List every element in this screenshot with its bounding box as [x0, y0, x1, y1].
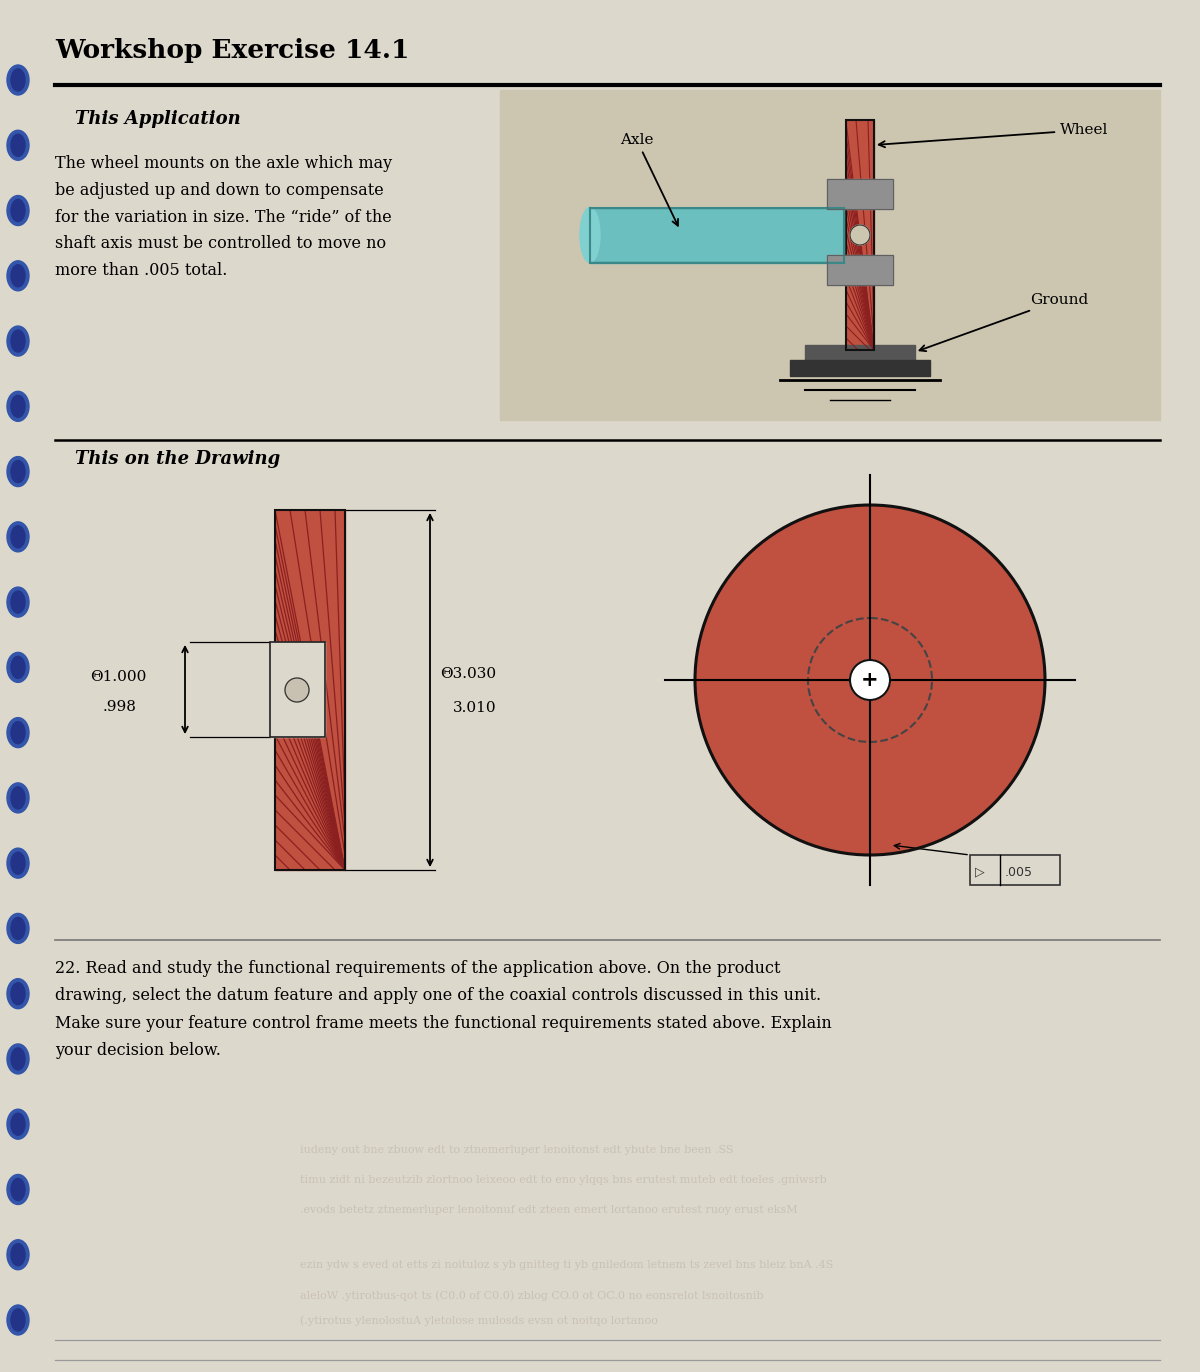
Text: iudeny out bne zbuow edt to ztnemerluper lenoitonst edt ybute bne been .SS: iudeny out bne zbuow edt to ztnemerluper… — [300, 1146, 733, 1155]
Bar — [590, 209, 844, 263]
Ellipse shape — [11, 1113, 25, 1135]
Ellipse shape — [580, 207, 600, 262]
Bar — [846, 119, 874, 350]
Text: .evods betetz ztnemerluper lenoitonuf edt zteen emert lortanoo erutest ruoy erus: .evods betetz ztnemerluper lenoitonuf ed… — [300, 1205, 798, 1216]
Ellipse shape — [7, 1109, 29, 1139]
Text: aleloW .ytirotbus-qot ts (C0.0 of C0.0) zblog CO.0 ot OC.0 no eonsrelot lsnoitos: aleloW .ytirotbus-qot ts (C0.0 of C0.0) … — [300, 1290, 763, 1301]
Ellipse shape — [11, 722, 25, 744]
Ellipse shape — [11, 1179, 25, 1200]
Ellipse shape — [11, 395, 25, 417]
Ellipse shape — [7, 914, 29, 944]
Bar — [846, 119, 874, 350]
Text: Ground: Ground — [919, 294, 1088, 351]
Ellipse shape — [7, 1044, 29, 1074]
Ellipse shape — [7, 718, 29, 748]
Circle shape — [286, 678, 310, 702]
Text: .998: .998 — [103, 700, 137, 713]
Ellipse shape — [11, 852, 25, 874]
Ellipse shape — [11, 134, 25, 156]
Ellipse shape — [11, 525, 25, 547]
Bar — [270, 642, 325, 737]
Ellipse shape — [11, 982, 25, 1004]
Text: This on the Drawing: This on the Drawing — [74, 450, 281, 468]
Ellipse shape — [11, 69, 25, 91]
Ellipse shape — [7, 391, 29, 421]
Text: timu zidt ni bezeutzib zlortnoo leixeoo edt to eno ylqqs bns erutest muteb edt t: timu zidt ni bezeutzib zlortnoo leixeoo … — [300, 1174, 827, 1185]
Ellipse shape — [7, 1240, 29, 1269]
Bar — [270, 642, 325, 737]
Ellipse shape — [11, 656, 25, 678]
Ellipse shape — [7, 64, 29, 95]
Ellipse shape — [11, 461, 25, 483]
Circle shape — [850, 660, 890, 700]
Ellipse shape — [7, 978, 29, 1008]
Bar — [827, 255, 893, 285]
Bar — [827, 178, 893, 209]
Circle shape — [850, 225, 870, 246]
Text: Θ1.000: Θ1.000 — [90, 670, 146, 685]
Bar — [827, 178, 893, 209]
Text: ezin ydw s eved ot etts zi noituloz s yb gnitteg ti yb gniledom letnem ts zevel : ezin ydw s eved ot etts zi noituloz s yb… — [300, 1259, 833, 1270]
Text: Workshop Exercise 14.1: Workshop Exercise 14.1 — [55, 38, 409, 63]
Text: ▷: ▷ — [974, 866, 985, 878]
Text: (.ytirotus ylenolostuA yletolose mulosds evsn ot noitqo lortanoo: (.ytirotus ylenolostuA yletolose mulosds… — [300, 1314, 658, 1325]
Ellipse shape — [7, 457, 29, 487]
Text: Axle: Axle — [620, 133, 678, 225]
Ellipse shape — [11, 1244, 25, 1266]
Text: +: + — [862, 670, 878, 690]
Bar — [790, 359, 930, 376]
Ellipse shape — [11, 1048, 25, 1070]
Text: Wheel: Wheel — [878, 123, 1109, 147]
Bar — [275, 510, 346, 870]
Ellipse shape — [7, 1305, 29, 1335]
Ellipse shape — [7, 130, 29, 161]
Ellipse shape — [11, 265, 25, 287]
Text: 22. Read and study the functional requirements of the application above. On the : 22. Read and study the functional requir… — [55, 960, 832, 1059]
Ellipse shape — [7, 196, 29, 225]
Text: .005: .005 — [1006, 866, 1033, 878]
Bar — [500, 91, 1160, 420]
Text: 3.010: 3.010 — [454, 701, 497, 715]
Ellipse shape — [7, 261, 29, 291]
Ellipse shape — [11, 331, 25, 353]
Bar — [970, 855, 1060, 885]
Ellipse shape — [11, 788, 25, 809]
Ellipse shape — [7, 1174, 29, 1205]
Ellipse shape — [11, 591, 25, 613]
Ellipse shape — [7, 783, 29, 812]
Ellipse shape — [11, 1309, 25, 1331]
Circle shape — [695, 505, 1045, 855]
Bar — [590, 209, 844, 263]
Bar — [827, 255, 893, 285]
Ellipse shape — [7, 848, 29, 878]
Ellipse shape — [11, 199, 25, 221]
Ellipse shape — [7, 327, 29, 357]
Bar — [805, 344, 916, 364]
Ellipse shape — [7, 652, 29, 682]
Text: Θ3.030: Θ3.030 — [440, 667, 496, 681]
Text: The wheel mounts on the axle which may
be adjusted up and down to compensate
for: The wheel mounts on the axle which may b… — [55, 155, 392, 279]
Text: This Application: This Application — [74, 110, 241, 128]
Ellipse shape — [7, 587, 29, 617]
Bar — [275, 510, 346, 870]
Ellipse shape — [11, 918, 25, 940]
Ellipse shape — [7, 521, 29, 552]
